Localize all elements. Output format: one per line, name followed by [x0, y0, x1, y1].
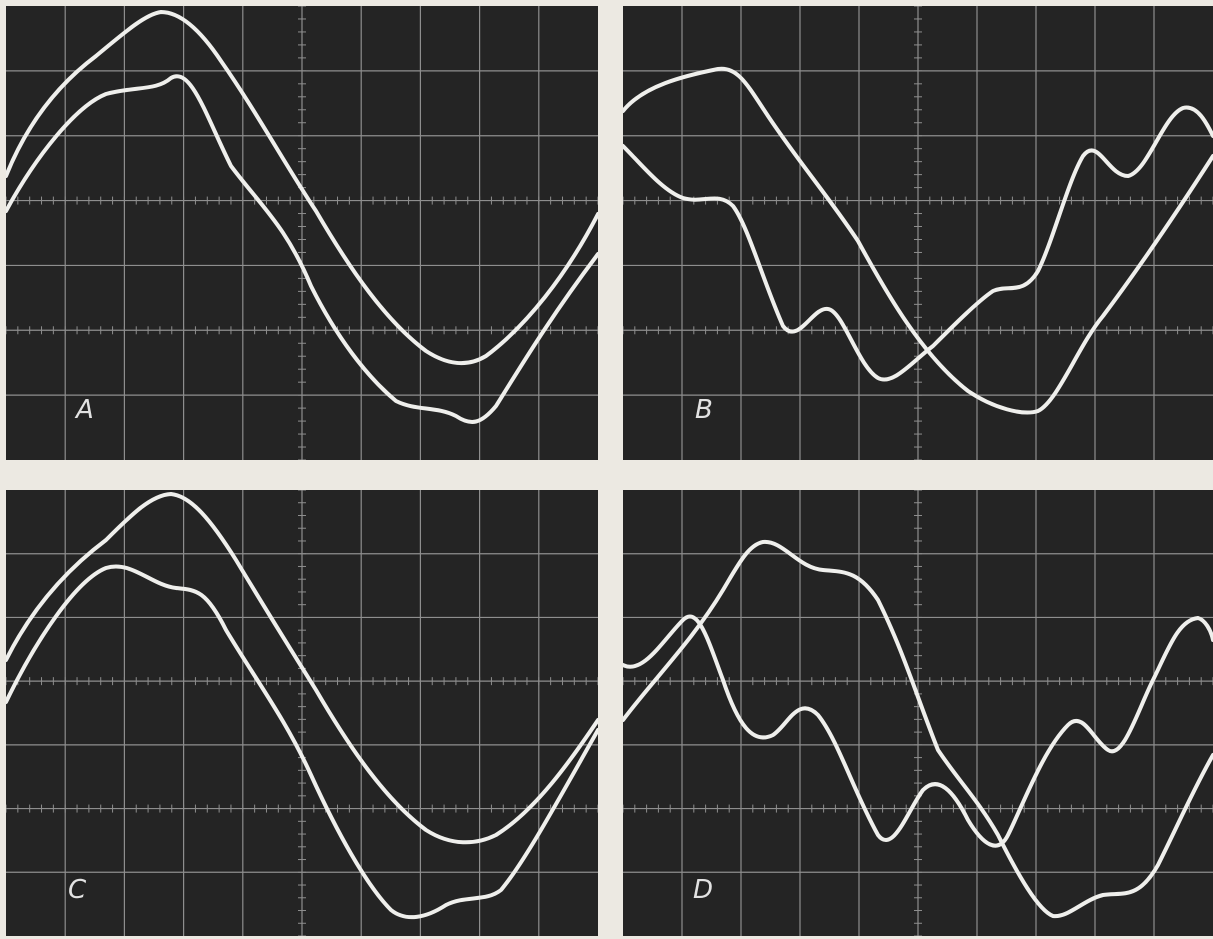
- panel-a-label: A: [74, 395, 94, 425]
- panel-a-trace-upper: [6, 9, 598, 366]
- panel-b: B: [623, 6, 1213, 460]
- panel-b-graticule: [623, 6, 1213, 460]
- panel-c-trace-upper: [6, 491, 598, 845]
- panel-d-graticule: [623, 490, 1213, 936]
- panel-c: C: [6, 490, 598, 936]
- panel-b-label: B: [695, 395, 713, 425]
- panel-b-trace-rippled: [623, 105, 1213, 382]
- panel-a-trace-lower: [6, 74, 598, 424]
- panel-c-trace-lower: [6, 564, 598, 920]
- panel-d-label: D: [693, 875, 713, 905]
- panel-a-screen: A: [6, 6, 598, 460]
- panel-a: A: [6, 6, 598, 460]
- panel-d: D: [623, 490, 1213, 936]
- panel-b-screen: B: [623, 6, 1213, 460]
- panel-c-label: C: [68, 875, 87, 905]
- panel-b-trace-smooth: [623, 66, 1213, 415]
- panel-d-screen: D: [623, 490, 1213, 936]
- panel-d-trace-broad: [623, 539, 1213, 919]
- panel-c-graticule: [6, 490, 598, 936]
- panel-c-screen: C: [6, 490, 598, 936]
- panel-d-trace-rippled: [623, 614, 1213, 848]
- panel-a-graticule: [6, 6, 598, 460]
